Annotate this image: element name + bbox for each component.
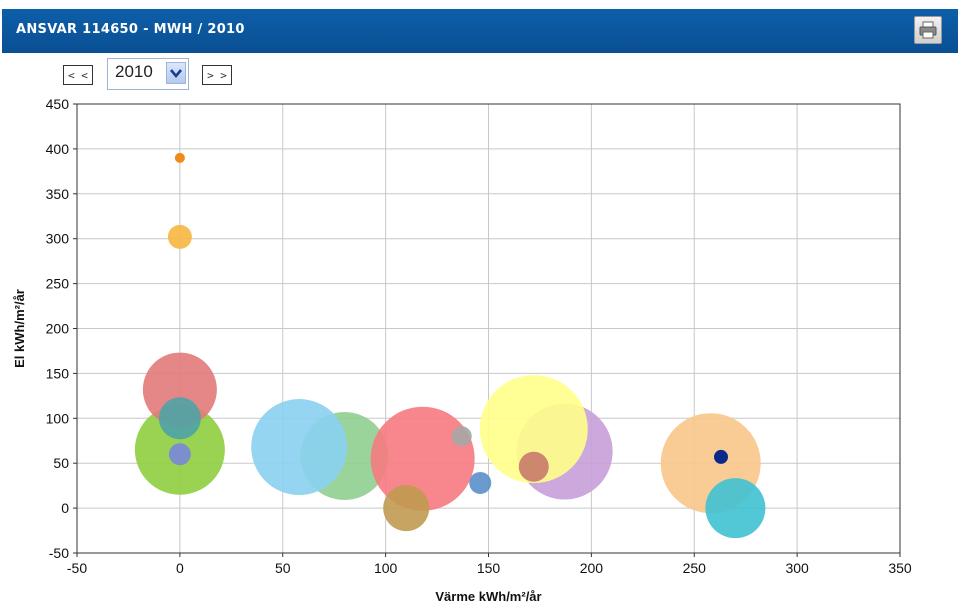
y-tick-label: 100 xyxy=(46,410,70,426)
chart-grid xyxy=(73,103,901,557)
bubble-point[interactable] xyxy=(168,443,191,466)
y-tick-label: 400 xyxy=(46,141,70,157)
bubble-point[interactable] xyxy=(518,451,549,482)
y-tick-label: 200 xyxy=(46,321,70,337)
y-tick-label: 450 xyxy=(46,96,70,112)
x-tick-label: 50 xyxy=(275,560,291,576)
bubble-point[interactable] xyxy=(713,449,728,464)
y-tick-label: 50 xyxy=(53,455,69,471)
bubble-point[interactable] xyxy=(158,397,201,440)
bubble-point[interactable] xyxy=(451,426,472,447)
x-tick-label: 350 xyxy=(888,560,912,576)
x-tick-label: -50 xyxy=(67,560,87,576)
x-axis-title: Värme kWh/m²/år xyxy=(435,589,541,604)
x-tick-label: 300 xyxy=(785,560,809,576)
print-button[interactable] xyxy=(914,16,942,44)
chevron-down-icon xyxy=(166,62,186,84)
title-bar: ANSVAR 114650 - MWH / 2010 xyxy=(2,9,958,53)
bubble-point[interactable] xyxy=(705,478,766,539)
y-tick-label: 0 xyxy=(61,500,69,516)
y-tick-label: 250 xyxy=(46,276,70,292)
bubble-series xyxy=(134,152,766,539)
bubble-point[interactable] xyxy=(479,375,588,484)
x-tick-label: 150 xyxy=(477,560,501,576)
next-year-button[interactable]: > > xyxy=(202,65,232,85)
x-tick-label: 100 xyxy=(374,560,398,576)
bubble-point[interactable] xyxy=(469,471,492,494)
year-select-value: 2010 xyxy=(115,62,153,81)
bubble-point[interactable] xyxy=(370,406,475,511)
plot-area-border xyxy=(76,103,901,554)
x-tick-label: 0 xyxy=(176,560,184,576)
y-tick-labels: -50 0 50 100 150 200 250 300 350 400 450 xyxy=(46,96,70,561)
bubble-point[interactable] xyxy=(167,224,192,249)
y-tick-label: 300 xyxy=(46,231,70,247)
y-axis-title: El kWh/m²/år xyxy=(12,289,27,368)
y-tick-label: 350 xyxy=(46,186,70,202)
year-select[interactable]: 2010 xyxy=(107,58,189,90)
bubble-point[interactable] xyxy=(383,485,430,532)
printer-icon xyxy=(919,21,937,39)
y-tick-label: 150 xyxy=(46,365,70,381)
bubble-point[interactable] xyxy=(251,399,348,496)
x-tick-label: 250 xyxy=(683,560,707,576)
y-tick-label: -50 xyxy=(49,545,69,561)
bubble-point[interactable] xyxy=(142,352,217,427)
page-title: ANSVAR 114650 - MWH / 2010 xyxy=(16,22,245,37)
bubble-point[interactable] xyxy=(174,152,185,163)
x-tick-label: 200 xyxy=(580,560,604,576)
prev-year-button[interactable]: < < xyxy=(63,65,93,85)
x-tick-labels: -50 0 50 100 150 200 250 300 350 xyxy=(67,560,912,576)
